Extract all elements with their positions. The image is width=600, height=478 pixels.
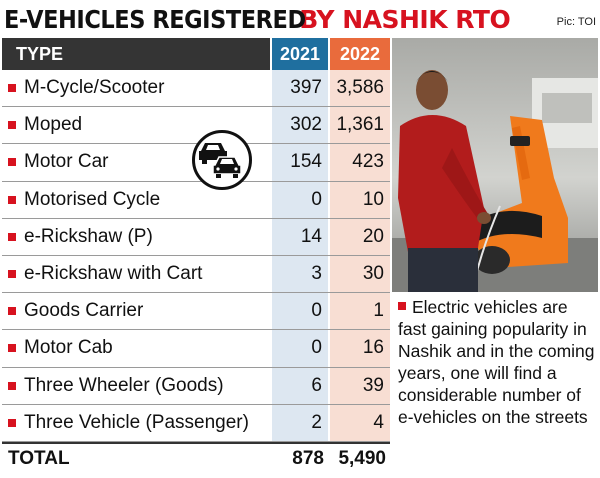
bullet-square-icon: [398, 302, 406, 310]
row-value-2021: 3: [270, 255, 328, 293]
table-row: Motor Cab 0 16: [2, 330, 390, 368]
row-type-label: Motorised Cycle: [24, 188, 161, 210]
headline-part-1: E-VEHICLES REGISTERED: [4, 4, 306, 34]
row-type: Motor Cab: [2, 330, 270, 367]
row-value-2021: 0: [270, 293, 328, 330]
row-value-2022: 20: [328, 218, 390, 255]
row-value-2022: 4: [328, 404, 390, 441]
table-body: M-Cycle/Scooter 397 3,586 Moped 302 1,361 Moto…: [2, 70, 390, 442]
row-type: e-Rickshaw (P): [2, 218, 270, 255]
row-type: M-Cycle/Scooter: [2, 70, 270, 107]
row-value-2021: 302: [270, 107, 328, 144]
bullet-square-icon: [8, 232, 16, 241]
row-type: Goods Carrier: [2, 293, 270, 330]
bullet-square-icon: [8, 381, 16, 390]
total-2021: 878: [270, 443, 328, 475]
row-value-2022: 39: [328, 367, 390, 404]
header-2022: 2022: [328, 38, 390, 70]
table-row: Goods Carrier 0 1: [2, 293, 390, 331]
row-type-label: M-Cycle/Scooter: [24, 77, 165, 99]
table-row: e-Rickshaw with Cart 3 30: [2, 255, 390, 294]
row-type-label: Three Wheeler (Goods): [24, 374, 224, 396]
row-type-label: Three Vehicle (Passenger): [24, 411, 249, 433]
table-row: Three Wheeler (Goods) 6 39: [2, 367, 390, 405]
row-value-2022: 1: [328, 293, 390, 330]
row-value-2021: 397: [270, 70, 328, 107]
row-type: Three Vehicle (Passenger): [2, 404, 270, 441]
row-value-2021: 0: [270, 330, 328, 367]
row-type: Three Wheeler (Goods): [2, 367, 270, 404]
table-row: M-Cycle/Scooter 397 3,586: [2, 70, 390, 108]
table-header: TYPE 2021 2022: [2, 38, 390, 70]
bullet-square-icon: [8, 270, 16, 279]
row-value-2021: 2: [270, 404, 328, 441]
header-2021: 2021: [270, 38, 328, 70]
table-row: Three Vehicle (Passenger) 2 4: [2, 404, 390, 442]
scooter-photo: [392, 38, 598, 292]
row-type-label: e-Rickshaw with Cart: [24, 263, 203, 285]
total-2022: 5,490: [328, 443, 390, 475]
row-type-label: Motor Cab: [24, 337, 113, 359]
row-value-2021: 14: [270, 218, 328, 255]
row-value-2022: 16: [328, 330, 390, 367]
table-row: e-Rickshaw (P) 14 20: [2, 218, 390, 256]
table-row: Motorised Cycle 0 10: [2, 181, 390, 219]
row-value-2022: 10: [328, 181, 390, 218]
header-type: TYPE: [16, 43, 64, 64]
row-value-2022: 423: [328, 144, 390, 181]
total-row: TOTAL 878 5,490: [2, 441, 390, 475]
row-type-label: Goods Carrier: [24, 300, 144, 322]
bullet-square-icon: [8, 158, 16, 167]
headline-part-2: BY NASHIK RTO: [299, 4, 511, 34]
photo-credit: Pic: TOI: [556, 16, 596, 28]
total-label: TOTAL: [8, 448, 70, 470]
row-value-2022: 30: [328, 255, 390, 293]
caption-text: Electric vehicles are fast gaining popul…: [398, 297, 595, 427]
row-type: e-Rickshaw with Cart: [2, 255, 270, 293]
bullet-square-icon: [8, 344, 16, 353]
row-value-2021: 154: [270, 144, 328, 181]
row-value-2021: 6: [270, 367, 328, 404]
bullet-square-icon: [8, 418, 16, 427]
registration-table: TYPE 2021 2022 M-Cycle/Scooter 397 3,586 Mo…: [2, 38, 390, 476]
bullet-square-icon: [8, 195, 16, 204]
row-value-2021: 0: [270, 181, 328, 218]
bullet-square-icon: [8, 121, 16, 130]
row-type-label: Moped: [24, 114, 83, 136]
bullet-square-icon: [8, 84, 16, 93]
row-type-label: e-Rickshaw (P): [24, 225, 153, 247]
row-type-label: Motor Car: [24, 151, 109, 173]
cars-icon: [192, 130, 252, 190]
row-value-2022: 3,586: [328, 70, 390, 107]
bullet-square-icon: [8, 307, 16, 316]
row-value-2022: 1,361: [328, 107, 390, 144]
headline: E-VEHICLES REGISTERED BY NASHIK RTO: [4, 2, 564, 36]
photo-caption: Electric vehicles are fast gaining popul…: [398, 296, 598, 428]
